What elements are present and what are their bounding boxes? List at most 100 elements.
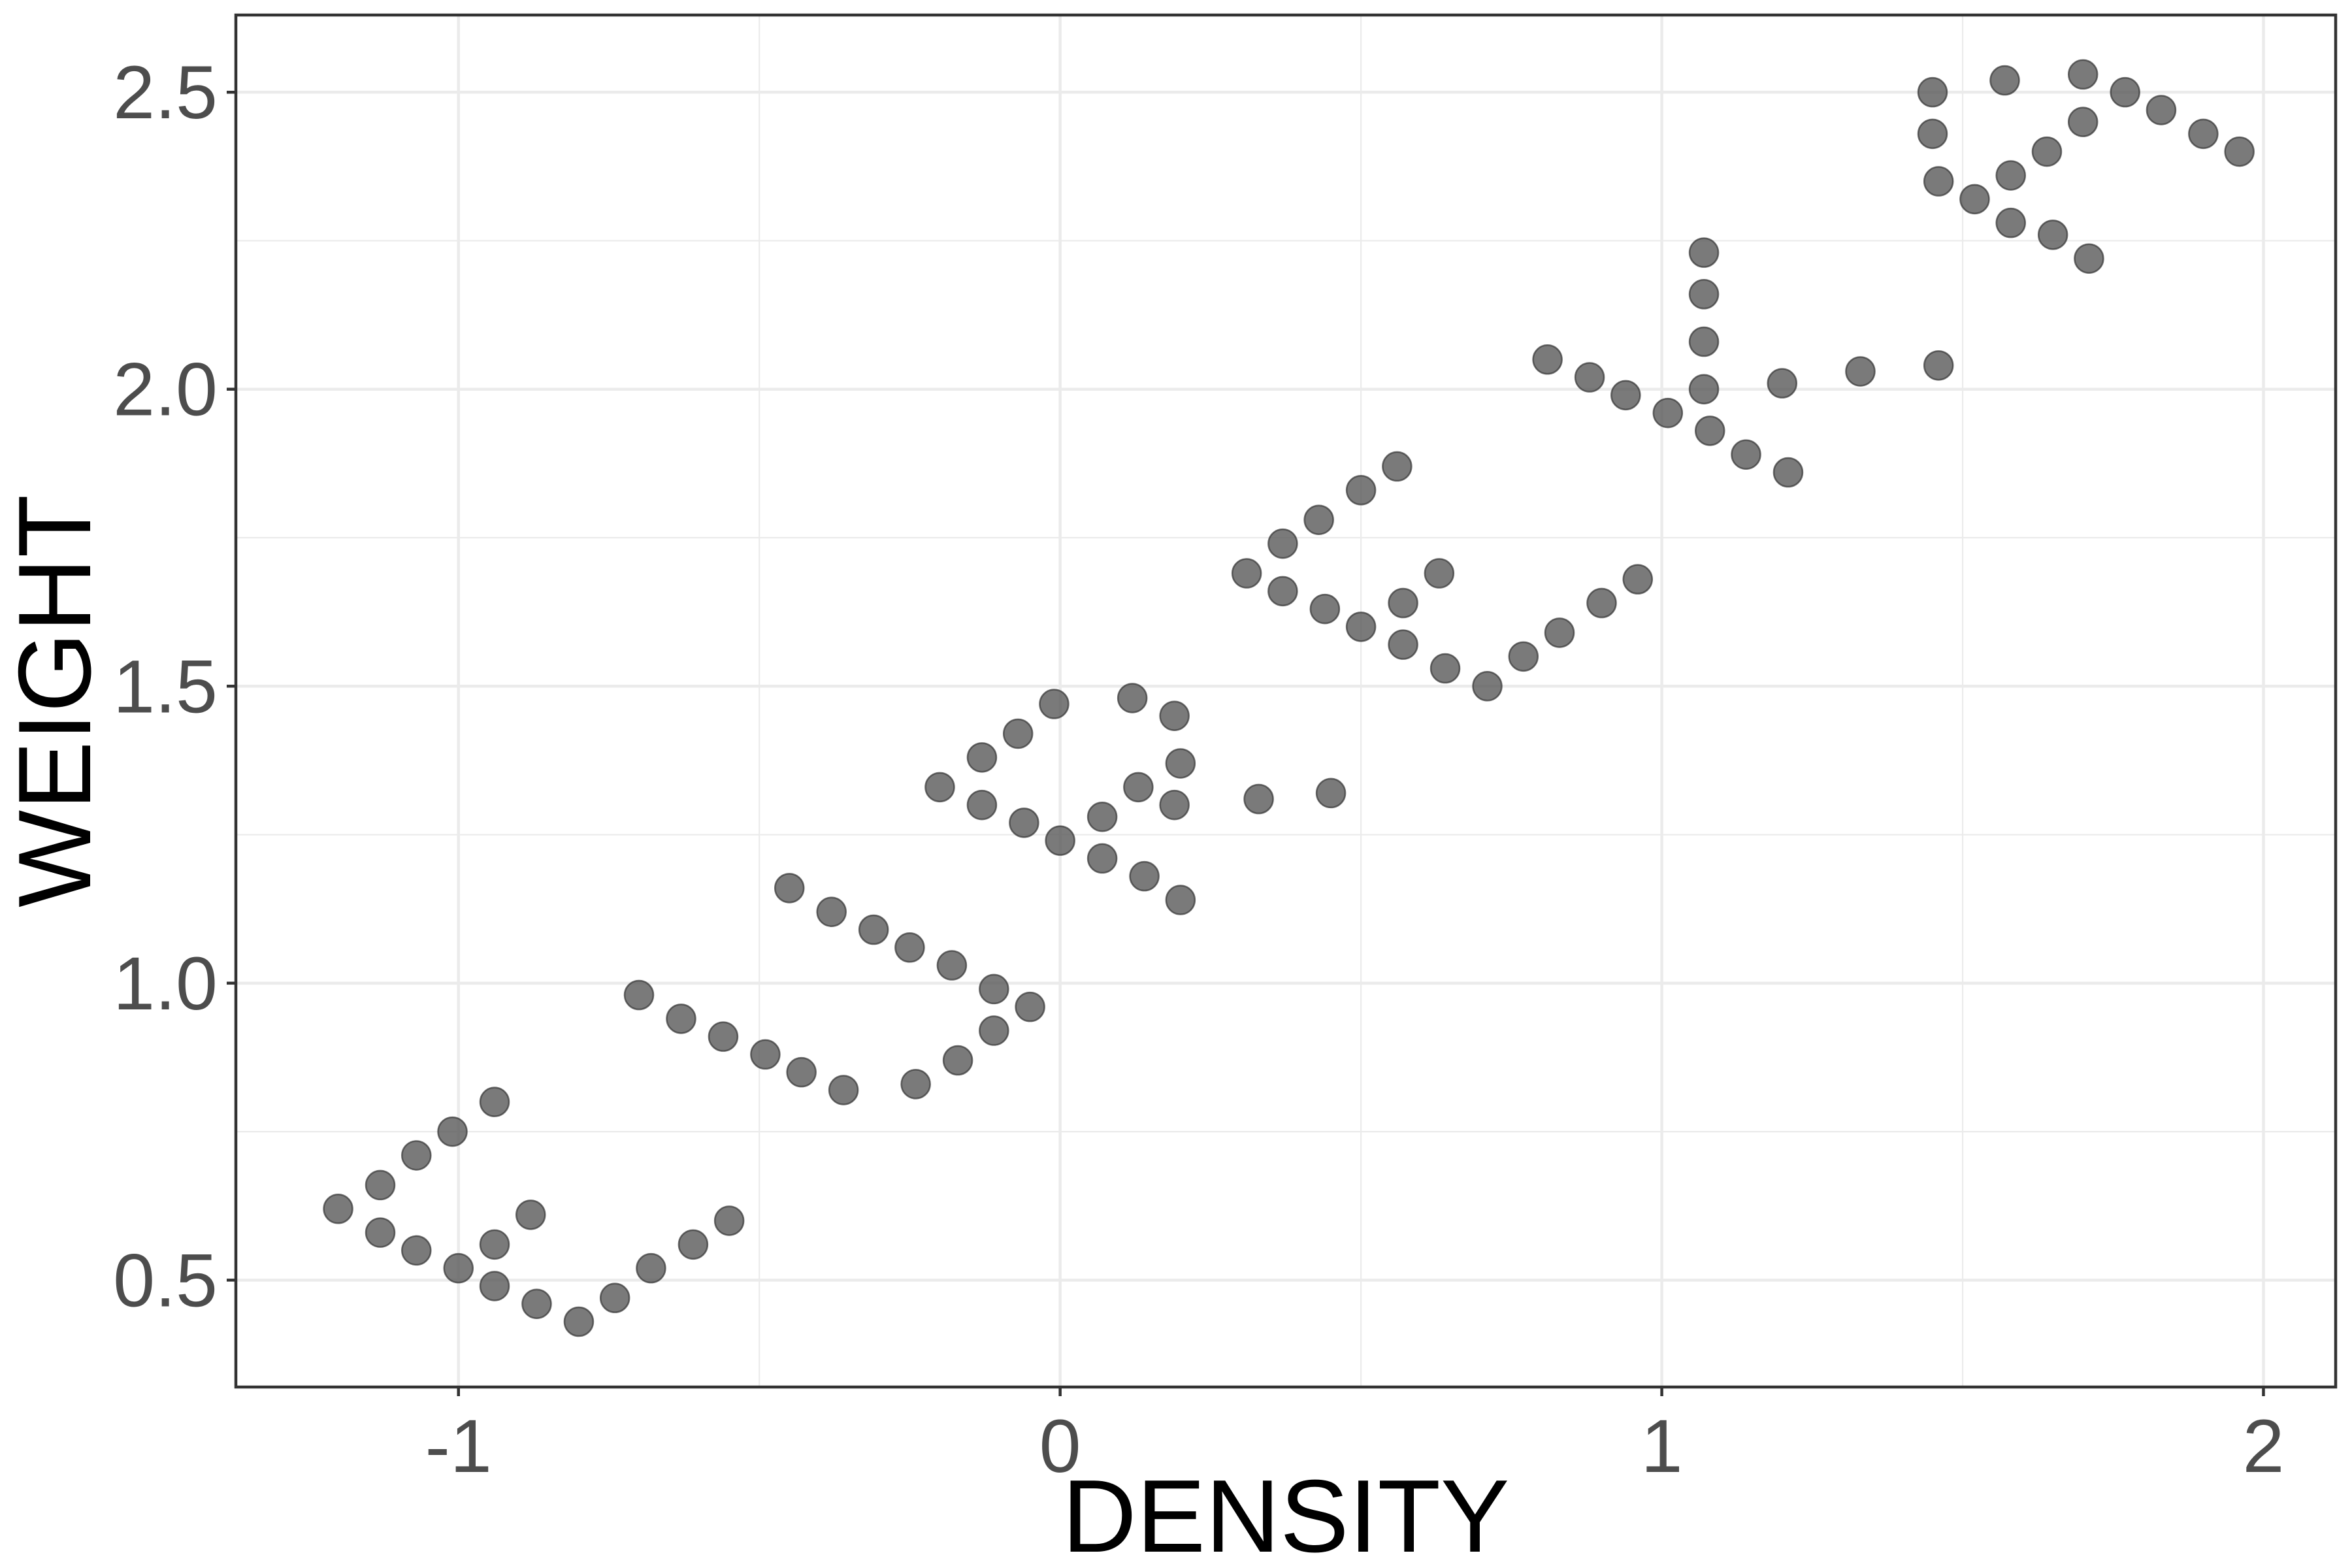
data-point [1845,356,1876,387]
y-tick-label: 1.0 [113,942,218,1026]
data-point [401,1140,432,1171]
data-point [1159,700,1190,731]
data-point [750,1039,781,1070]
data-point [1767,368,1798,399]
data-point [786,1056,817,1088]
data-point [1586,587,1617,619]
data-point [828,1075,859,1105]
x-axis-title: DENSITY [1062,1459,1510,1568]
data-point [521,1288,552,1319]
data-point [708,1021,739,1052]
data-point [942,1045,973,1076]
data-point [2074,243,2104,274]
data-point [1917,76,1948,108]
data-point [1995,207,2026,238]
data-point [2067,106,2099,137]
data-point [1086,843,1118,874]
data-point [1532,344,1563,375]
data-point [1917,118,1948,150]
data-point [713,1205,745,1236]
data-point [2224,136,2255,167]
data-point [437,1116,468,1147]
data-point [900,1069,931,1100]
data-point [1574,362,1605,393]
data-point [924,772,955,803]
data-point [1231,558,1262,589]
y-tick-label: 0.5 [113,1239,218,1322]
data-point [1165,885,1196,915]
data-point [2067,59,2099,90]
data-point [1117,683,1148,713]
data-point [1622,564,1653,595]
x-tick-label: 1 [1641,1405,1683,1488]
data-point [636,1252,666,1284]
data-point [774,873,805,904]
panel-border [234,13,2338,1389]
data-point [1009,808,1039,838]
data-point [1315,777,1347,809]
data-point [1995,160,2026,191]
data-point [1959,184,1990,215]
data-point [443,1252,474,1284]
data-point [1429,653,1461,684]
data-point [1086,802,1118,832]
data-point [1165,748,1196,779]
data-point [1472,671,1503,702]
data-point [678,1229,709,1260]
data-point [1002,718,1034,749]
data-point [1243,783,1274,815]
data-point [2031,136,2063,167]
data-point [623,979,655,1011]
data-point [401,1235,432,1266]
data-point [323,1194,353,1224]
data-point [1508,641,1539,672]
data-point [479,1271,510,1301]
data-point [365,1217,396,1248]
data-point [1610,380,1641,411]
data-point [1015,991,1045,1022]
data-point [1345,475,1377,506]
data-point [816,896,847,927]
data-point [479,1229,510,1260]
data-point [979,1015,1009,1046]
data-point [1039,689,1070,719]
data-point [365,1169,396,1201]
y-tick-label: 2.0 [113,348,218,432]
data-point [1688,279,1720,310]
data-point [1388,587,1418,619]
data-point [1688,374,1720,404]
data-point [1989,65,2020,96]
data-point [1772,457,1804,488]
data-point [666,1004,696,1034]
data-point [479,1086,510,1117]
y-tick-label: 2.5 [113,51,218,135]
data-point [1694,416,1725,446]
x-tick-label: -1 [425,1405,492,1488]
data-point [1652,397,1684,429]
data-point [858,914,889,945]
x-tick-label: 0 [1039,1405,1081,1488]
axis-ticks: -1 0 1 2 0.5 1.0 1.5 2.0 2.5 [113,51,2284,1488]
data-point [979,973,1009,1005]
data-point [1731,439,1761,470]
y-axis-title: WEIGHT [0,495,112,907]
data-points [323,59,2255,1337]
data-point [1309,593,1341,625]
data-point [1267,528,1298,559]
data-point [1129,860,1160,892]
data-point [1382,451,1413,482]
data-point [2146,95,2177,125]
data-point [936,950,968,981]
data-point [1303,504,1334,535]
data-point [1267,576,1298,607]
data-point [894,932,925,963]
data-point [1544,617,1575,648]
data-point [1424,558,1455,589]
data-point [1688,237,1720,268]
data-point [966,789,998,821]
data-point [2188,118,2219,150]
data-point [2037,220,2068,250]
data-point [966,742,998,773]
